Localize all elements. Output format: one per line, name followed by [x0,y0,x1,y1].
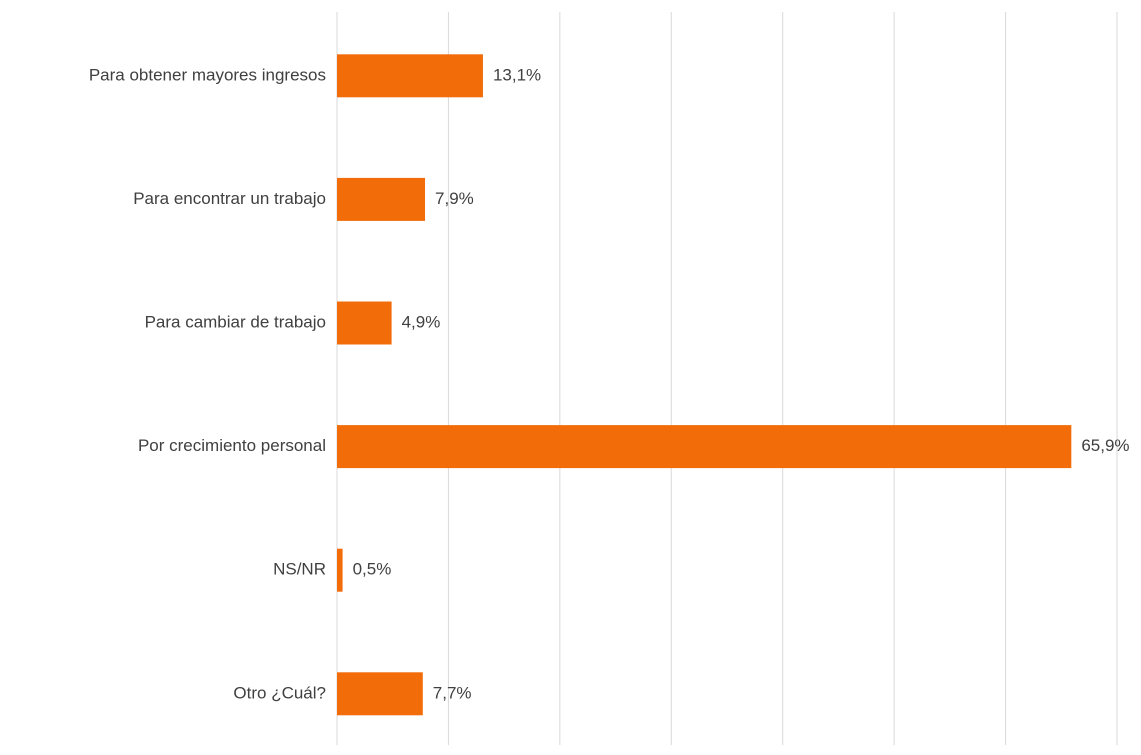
y-tick-label: Para cambiar de trabajo [145,312,326,331]
bar [337,425,1072,469]
bar [337,301,392,345]
value-label: 4,9% [402,312,441,331]
bar [337,548,343,592]
y-tick-label: Para obtener mayores ingresos [89,65,326,84]
bar [337,54,483,98]
value-label: 0,5% [353,560,392,579]
y-tick-label: Por crecimiento personal [138,436,326,455]
value-label: 65,9% [1081,436,1129,455]
bar [337,177,426,221]
bar [337,672,423,716]
y-tick-label: Para encontrar un trabajo [133,189,326,208]
value-label: 13,1% [493,65,541,84]
y-tick-label: Otro ¿Cuál? [233,683,326,702]
value-label: 7,9% [435,189,474,208]
value-label: 7,7% [433,683,472,702]
y-tick-label: NS/NR [273,560,326,579]
